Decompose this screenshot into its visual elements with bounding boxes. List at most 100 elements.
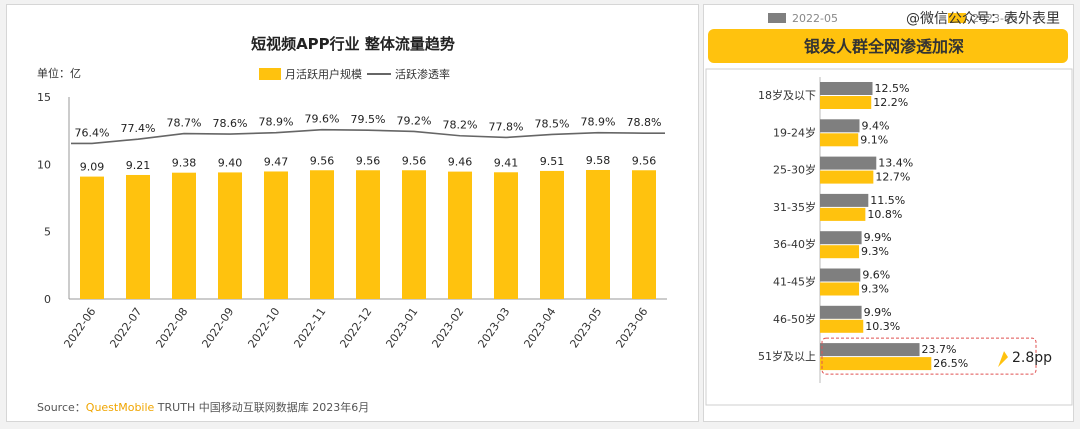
source-prefix: Source： bbox=[37, 401, 86, 414]
bar-value-label: 9.40 bbox=[218, 156, 243, 169]
line-value-label: 78.7% bbox=[167, 117, 202, 130]
bar-2023-label: 10.3% bbox=[865, 320, 900, 333]
bar-2022 bbox=[820, 268, 861, 282]
bar-2022-label: 9.6% bbox=[862, 269, 890, 282]
chart-title: 短视频APP行业 整体流量趋势 bbox=[251, 35, 455, 53]
bar-2022-label: 11.5% bbox=[870, 194, 905, 207]
bar-2023-label: 26.5% bbox=[933, 357, 968, 370]
bar-2023 bbox=[820, 282, 860, 296]
bar bbox=[172, 172, 196, 299]
bar-2022 bbox=[820, 119, 860, 133]
bar-value-label: 9.09 bbox=[80, 161, 105, 174]
line-value-label: 78.5% bbox=[535, 117, 570, 130]
bar-2022-label: 9.4% bbox=[861, 119, 889, 132]
bar-value-label: 9.47 bbox=[264, 155, 289, 168]
bar-2023 bbox=[820, 319, 864, 333]
bar-value-label: 9.56 bbox=[310, 154, 335, 167]
left-chart-panel: 短视频APP行业 整体流量趋势 单位：亿 月活跃用户规模 活跃渗透率 0 5 10 15 9.0… bbox=[6, 4, 699, 422]
category-label: 41-45岁 bbox=[773, 275, 816, 289]
line-value-label: 78.8% bbox=[627, 116, 662, 129]
x-tick-label: 2023-03 bbox=[475, 305, 512, 350]
bar-2022 bbox=[820, 343, 920, 357]
legend-line-label: 活跃渗透率 bbox=[395, 67, 450, 81]
bar-2023 bbox=[820, 207, 866, 221]
line-value-label: 79.2% bbox=[397, 114, 432, 127]
bar bbox=[264, 171, 288, 299]
line-value-label: 79.6% bbox=[305, 113, 340, 126]
bar-2023-label: 9.3% bbox=[861, 283, 889, 296]
bar bbox=[494, 172, 518, 299]
highlight-label: 2.8pp bbox=[1012, 350, 1052, 366]
bar-2023 bbox=[820, 245, 860, 259]
line-value-label: 76.4% bbox=[75, 126, 110, 139]
y-tick-label: 5 bbox=[44, 226, 51, 239]
legend-2023-swatch bbox=[948, 13, 966, 23]
category-label: 46-50岁 bbox=[773, 312, 816, 326]
bar-value-label: 9.56 bbox=[356, 154, 381, 167]
bar bbox=[540, 170, 564, 299]
category-label: 51岁及以上 bbox=[758, 349, 816, 363]
y-tick-label: 15 bbox=[37, 91, 51, 104]
right-chart-svg: 2022-05 2023-05 银发人群全网渗透加深 18岁及以下 12.5%12.2%… bbox=[705, 12, 1073, 406]
bar-value-label: 9.41 bbox=[494, 156, 519, 169]
bar-2022 bbox=[820, 231, 862, 245]
bar-2022 bbox=[820, 156, 877, 170]
x-tick-label: 2022-06 bbox=[61, 305, 98, 350]
bar-value-label: 9.51 bbox=[540, 155, 565, 168]
legend-2023-label: 2023-05 bbox=[972, 12, 1018, 25]
category-label: 18岁及以下 bbox=[758, 88, 816, 102]
bar-value-label: 9.21 bbox=[126, 159, 151, 172]
watermark-caption: @微信公众号：表外表里 bbox=[906, 11, 1060, 27]
category-label: 25-30岁 bbox=[773, 163, 816, 177]
title-banner bbox=[708, 29, 1068, 63]
bar-value-label: 9.46 bbox=[448, 156, 473, 169]
bar-2023-label: 9.3% bbox=[861, 245, 889, 258]
line-value-label: 78.6% bbox=[213, 117, 248, 130]
bar-2023-label: 9.1% bbox=[860, 133, 888, 146]
bar bbox=[126, 174, 150, 299]
bar-2023 bbox=[820, 357, 932, 371]
source-brand: QuestMobile bbox=[85, 401, 155, 414]
legend-bar-label: 月活跃用户规模 bbox=[285, 67, 362, 81]
legend-bar-swatch bbox=[259, 68, 281, 80]
x-tick-label: 2023-01 bbox=[383, 305, 420, 350]
bar bbox=[632, 170, 656, 299]
source-rest: TRUTH 中国移动互联网数据库 2023年6月 bbox=[154, 401, 370, 414]
bar-value-label: 9.38 bbox=[172, 157, 197, 170]
bar bbox=[310, 170, 334, 299]
bar-2023-label: 12.7% bbox=[875, 171, 910, 184]
bar-2023-label: 12.2% bbox=[873, 96, 908, 109]
bar-2022-label: 23.7% bbox=[922, 343, 957, 356]
bar-value-label: 9.56 bbox=[402, 154, 427, 167]
category-label: 36-40岁 bbox=[773, 237, 816, 251]
bar bbox=[80, 176, 104, 299]
legend-2022-swatch bbox=[768, 13, 786, 23]
bar-2023 bbox=[820, 133, 859, 147]
bar-2023 bbox=[820, 170, 874, 184]
right-chart-panel: 2022-05 2023-05 银发人群全网渗透加深 18岁及以下 12.5% 12.2%… bbox=[703, 4, 1074, 422]
unit-label: 单位：亿 bbox=[37, 66, 81, 80]
category-label: 19-24岁 bbox=[773, 125, 816, 139]
bar bbox=[356, 170, 380, 299]
up-arrow-icon bbox=[998, 351, 1008, 368]
line-value-label: 77.8% bbox=[489, 120, 524, 133]
penetration-line bbox=[71, 128, 665, 145]
bar bbox=[448, 171, 472, 299]
line-value-label: 77.4% bbox=[121, 122, 156, 135]
x-tick-label: 2022-09 bbox=[199, 305, 236, 350]
legend-2022-label: 2022-05 bbox=[792, 12, 838, 25]
x-tick-label: 2022-10 bbox=[245, 305, 282, 350]
x-tick-label: 2022-07 bbox=[107, 305, 144, 350]
line-value-label: 79.5% bbox=[351, 113, 386, 126]
bar-2022-label: 12.5% bbox=[875, 82, 910, 95]
line-value-label: 78.2% bbox=[443, 119, 478, 132]
category-label: 31-35岁 bbox=[773, 200, 816, 214]
y-tick-label: 0 bbox=[44, 293, 51, 306]
bar-2022 bbox=[820, 305, 862, 319]
x-tick-label: 2022-11 bbox=[291, 305, 328, 350]
bar bbox=[218, 172, 242, 299]
bar-2022-label: 9.9% bbox=[864, 231, 892, 244]
highlight-box bbox=[821, 337, 1037, 375]
x-tick-label: 2023-04 bbox=[521, 305, 558, 350]
